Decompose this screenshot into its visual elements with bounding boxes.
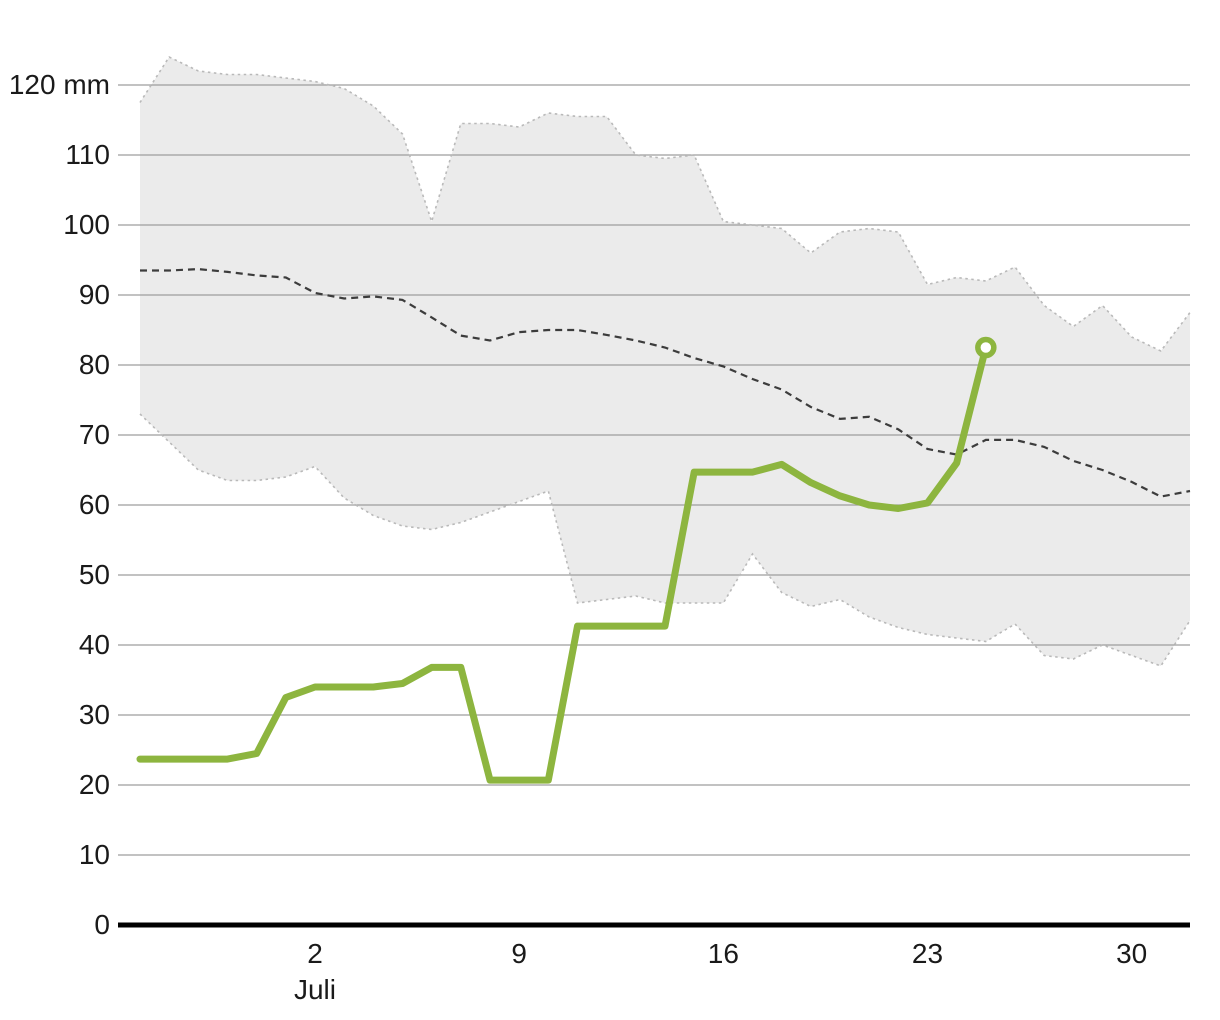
x-axis-label: 16 <box>708 938 739 969</box>
x-axis-label: 2 <box>307 938 323 969</box>
y-axis-label: 110 <box>65 139 110 170</box>
y-axis-label: 90 <box>79 279 110 310</box>
y-axis-label: 50 <box>79 559 110 590</box>
y-axis-label: 30 <box>79 699 110 730</box>
y-axis-label: 20 <box>79 769 110 800</box>
y-axis-label: 0 <box>94 909 110 940</box>
y-axis-label: 120 mm <box>9 69 110 100</box>
y-axis-label: 10 <box>79 839 110 870</box>
x-axis-label: 23 <box>912 938 943 969</box>
observed-end-marker <box>975 336 997 359</box>
x-axis-label: 30 <box>1116 938 1147 969</box>
y-axis-label: 100 <box>63 209 110 240</box>
observed-line <box>136 344 990 784</box>
y-axis-label: 80 <box>79 349 110 380</box>
reference-mean-line <box>140 267 1191 498</box>
y-axis-label: 40 <box>79 629 110 660</box>
x-axis-month-label: Juli <box>294 974 336 1005</box>
range-band-area <box>140 57 1190 666</box>
range-band-lower-edge <box>139 413 1191 667</box>
x-axis-label: 9 <box>511 938 527 969</box>
y-axis-label: 70 <box>79 419 110 450</box>
y-axis-label: 60 <box>79 489 110 520</box>
